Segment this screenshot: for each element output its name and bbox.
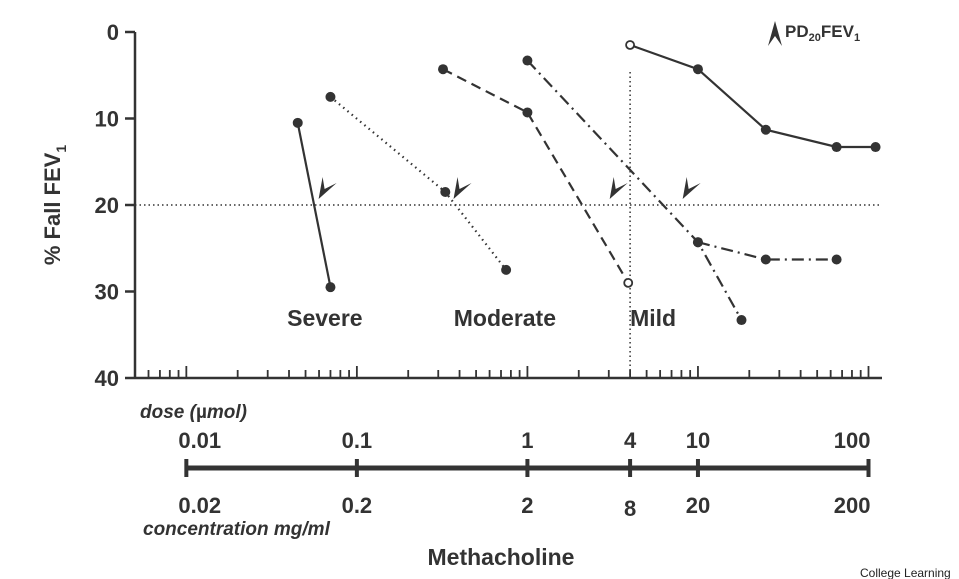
y-axis-label-sub: 1: [53, 145, 69, 153]
data-point: [692, 237, 703, 248]
data-point: [522, 107, 533, 118]
concentration-tick-label: 20: [686, 493, 710, 518]
dose-tick-label: 0.1: [342, 428, 373, 453]
dose-scale: 0.01 0.02 0.1 0.2 1 2 4 8 10 20 100 200: [178, 428, 871, 521]
y-tick-label: 20: [95, 193, 119, 218]
legend-sub2: 1: [854, 32, 860, 44]
legend-sub: 20: [809, 32, 821, 44]
x-axis-title: Methacholine: [428, 544, 575, 570]
y-tick-label: 0: [107, 20, 119, 45]
concentration-label: concentration mg/ml: [143, 519, 331, 540]
legend-text2: FEV: [821, 22, 855, 41]
dose-label-b: mol): [207, 402, 247, 423]
data-point: [501, 264, 512, 275]
y-tick-label: 10: [95, 107, 119, 132]
series-line-2: [329, 96, 507, 271]
data-point: [325, 282, 336, 293]
series-line-1: [296, 122, 332, 288]
pd20-arrow-icon: [453, 177, 472, 199]
data-point: [736, 315, 747, 326]
category-label: Mild: [630, 305, 676, 331]
dose-label-a: dose (: [140, 402, 199, 423]
dose-tick-label: 1: [521, 428, 533, 453]
dose-label: dose (µmol): [140, 402, 247, 423]
pd20-markers: [318, 177, 701, 199]
y-axis-label-text: % Fall FEV: [40, 152, 65, 265]
pd20-arrow-icon: [318, 177, 337, 199]
legend: PD20FEV1: [768, 21, 860, 46]
data-point: [870, 142, 881, 153]
y-axis-label: % Fall FEV1: [40, 145, 69, 265]
data-point: [292, 117, 303, 128]
data-point: [692, 64, 703, 75]
data-point: [325, 91, 336, 102]
pd20-arrow-icon: [682, 177, 701, 199]
concentration-tick-label: 2: [521, 493, 533, 518]
svg-text:PD20FEV1: PD20FEV1: [785, 22, 860, 44]
y-tick-label: 30: [95, 280, 119, 305]
concentration-tick-label: 0.02: [178, 493, 221, 518]
series-group: [292, 40, 881, 326]
pd20-arrow-icon: [609, 177, 628, 199]
open-data-point: [625, 40, 635, 50]
credit-text: College Learning: [860, 566, 951, 579]
data-point: [438, 64, 449, 75]
series-line-4: [526, 59, 743, 321]
y-ticks: 0 10 20 30 40: [95, 20, 135, 391]
dose-tick-label: 100: [834, 428, 871, 453]
y-tick-label: 40: [95, 366, 119, 391]
concentration-tick-label: 200: [834, 493, 871, 518]
series-line-3: [442, 68, 630, 284]
category-label: Severe: [287, 305, 362, 331]
legend-arrow-icon: [768, 21, 782, 46]
dose-tick-label: 10: [686, 428, 710, 453]
data-point: [831, 142, 842, 153]
dose-tick-label: 4: [624, 428, 637, 453]
open-data-point: [623, 277, 634, 288]
legend-text: PD: [785, 22, 809, 41]
series-line-6: [629, 43, 876, 149]
data-point: [760, 254, 771, 265]
concentration-tick-label: 8: [624, 496, 636, 521]
dose-tick-label: 0.01: [178, 428, 221, 453]
concentration-tick-label: 0.2: [342, 493, 373, 518]
data-point: [760, 124, 771, 135]
data-point: [522, 55, 533, 66]
data-point: [831, 254, 842, 265]
dose-label-mu: µ: [196, 402, 207, 423]
category-label: Moderate: [454, 305, 556, 331]
category-labels: Severe Moderate Mild: [287, 305, 676, 331]
x-minor-ticks: [134, 366, 870, 378]
data-point: [440, 187, 451, 198]
